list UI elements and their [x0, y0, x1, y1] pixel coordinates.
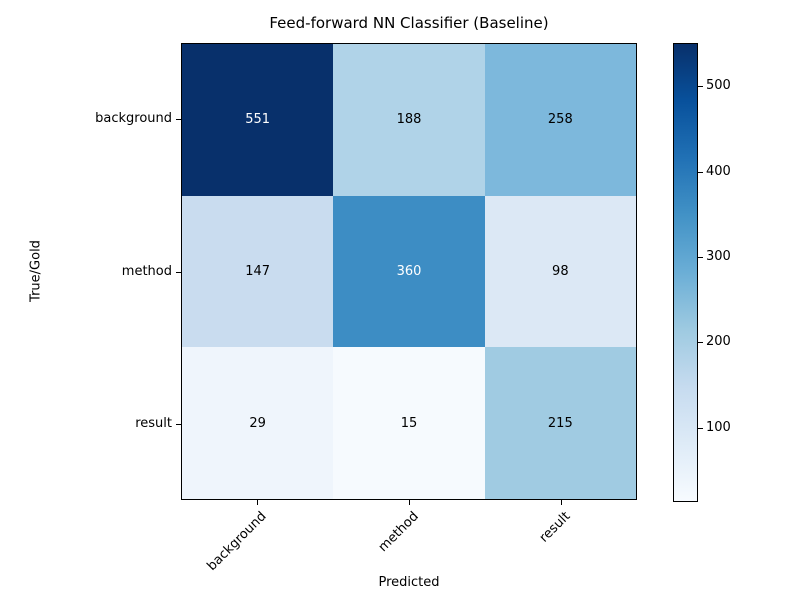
- heatmap-cell: 258: [484, 44, 636, 196]
- colorbar-tick-mark: [698, 342, 703, 344]
- heatmap-plot-area: 551 188 258 147 360 98 29 15 215: [181, 43, 637, 500]
- x-tick-mark: [409, 500, 410, 505]
- colorbar-tick-label: 400: [706, 163, 731, 179]
- heatmap-cell: 147: [182, 195, 334, 348]
- colorbar-tick-label: 300: [706, 249, 731, 264]
- heatmap-cell: 98: [484, 195, 636, 348]
- x-tick-label: method: [375, 509, 422, 556]
- y-tick-label: background: [95, 111, 172, 127]
- colorbar-tick-mark: [698, 86, 703, 88]
- chart-title: Feed-forward NN Classifier (Baseline): [269, 14, 549, 32]
- colorbar-tick-mark: [698, 427, 703, 429]
- colorbar-tick-label: 500: [706, 78, 731, 94]
- y-tick-mark: [176, 271, 181, 273]
- x-axis-label: Predicted: [378, 575, 440, 590]
- colorbar-tick-label: 200: [706, 334, 731, 350]
- heatmap-cell: 188: [333, 44, 485, 196]
- y-tick-label: method: [121, 263, 172, 279]
- colorbar: [673, 43, 698, 502]
- x-tick-label: background: [204, 509, 270, 574]
- x-tick-mark: [561, 500, 562, 505]
- heatmap-cell: 15: [333, 347, 485, 499]
- colorbar-tick-label: 100: [706, 419, 731, 435]
- y-tick-mark: [176, 423, 181, 425]
- y-tick-mark: [176, 119, 181, 121]
- y-axis-label: True/Gold: [28, 240, 44, 302]
- x-tick-label: result: [536, 509, 574, 546]
- colorbar-tick-mark: [698, 257, 703, 258]
- heatmap-cell: 551: [182, 44, 334, 196]
- heatmap-cell: 215: [484, 347, 636, 499]
- x-tick-mark: [257, 500, 258, 505]
- y-tick-label: result: [135, 415, 172, 431]
- heatmap-cell: 29: [182, 347, 334, 499]
- colorbar-tick-mark: [698, 171, 703, 173]
- heatmap-cell: 360: [333, 195, 485, 348]
